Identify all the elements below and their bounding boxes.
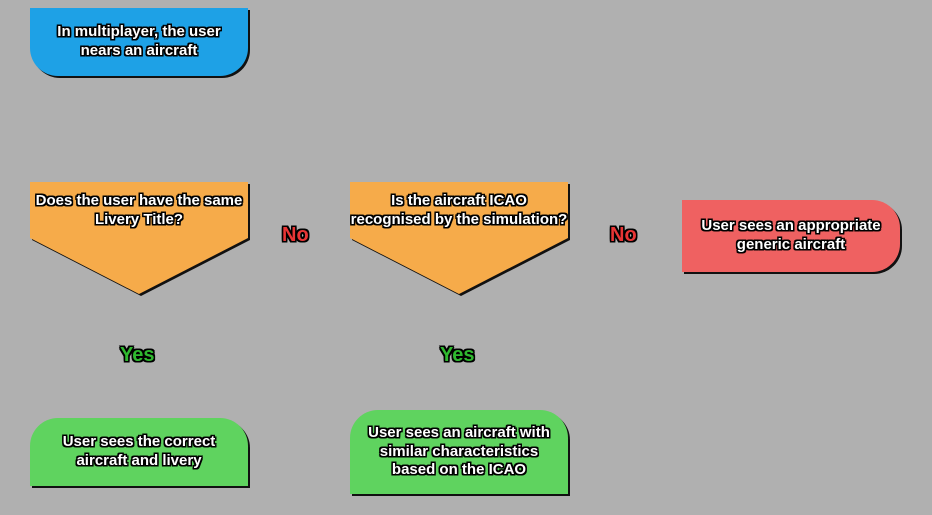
decision-icao: Is the aircraft ICAO recognised by the s…	[350, 182, 568, 294]
decision-livery-title-label: Does the user have the same Livery Title…	[30, 182, 248, 294]
terminal-correct-livery: User sees the correct aircraft and liver…	[30, 418, 248, 486]
terminal-similar-icao: User sees an aircraft with similar chara…	[350, 410, 568, 494]
edge-no-1: No	[282, 224, 309, 247]
edge-no-2: No	[610, 224, 637, 247]
start-node: In multiplayer, the user nears an aircra…	[30, 8, 248, 76]
terminal-generic-aircraft: User sees an appropriate generic aircraf…	[682, 200, 900, 272]
decision-icao-label: Is the aircraft ICAO recognised by the s…	[350, 182, 568, 294]
decision-livery-title: Does the user have the same Livery Title…	[30, 182, 248, 294]
edge-yes-2: Yes	[440, 344, 474, 367]
edge-yes-1: Yes	[120, 344, 154, 367]
